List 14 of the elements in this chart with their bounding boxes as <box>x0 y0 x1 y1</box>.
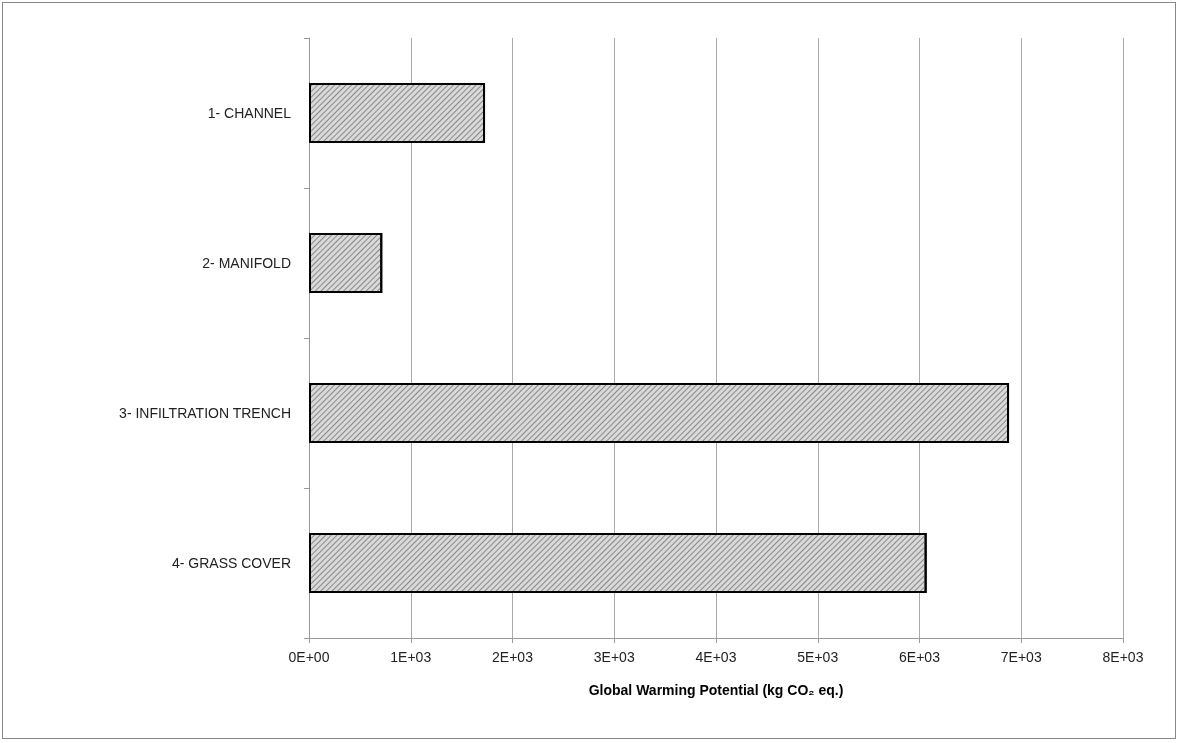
y-tick-label: 2- MANIFOLD <box>202 255 291 271</box>
y-tick-label: 4- GRASS COVER <box>171 555 291 571</box>
x-tick-label: 4E+03 <box>695 649 737 665</box>
x-tick-label: 6E+03 <box>899 649 941 665</box>
x-tick-label: 8E+03 <box>1102 649 1144 665</box>
y-tick-label: 1- CHANNEL <box>207 105 292 121</box>
x-tick-label: 7E+03 <box>1000 649 1042 665</box>
x-tick-label: 0E+00 <box>288 649 330 665</box>
x-tick-label: 3E+03 <box>593 649 635 665</box>
x-tick-label: 1E+03 <box>390 649 432 665</box>
x-axis-title: Global Warming Potential (kg CO₂ eq.) <box>588 682 844 698</box>
y-tick-label: 3- INFILTRATION TRENCH <box>119 405 291 421</box>
x-tick-label: 2E+03 <box>492 649 534 665</box>
x-tick-label: 5E+03 <box>797 649 839 665</box>
